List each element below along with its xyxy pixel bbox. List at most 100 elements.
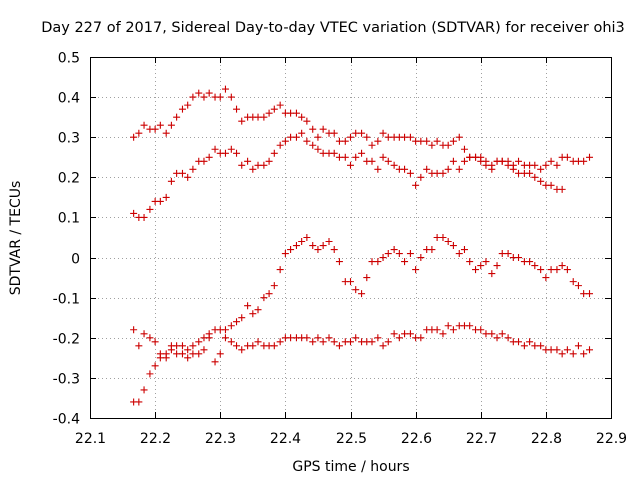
data-point <box>384 133 392 141</box>
x-tick-label: 22.3 <box>205 431 236 447</box>
data-point <box>558 350 566 358</box>
data-point <box>553 266 561 274</box>
data-point <box>563 153 571 161</box>
data-point <box>423 137 431 145</box>
data-point <box>335 342 343 350</box>
data-point <box>580 350 588 358</box>
data-point <box>298 238 306 246</box>
tick-labels: 22.1 22.2 22.3 22.4 22.5 22.6 22.7 22.8 22.9 0.5 0… <box>53 51 627 448</box>
data-point <box>586 346 594 354</box>
data-point <box>303 137 311 145</box>
data-point <box>254 338 262 346</box>
data-point <box>221 85 229 93</box>
data-point <box>466 153 474 161</box>
data-point <box>374 334 382 342</box>
data-point <box>221 334 229 342</box>
data-point <box>520 342 528 350</box>
data-point <box>270 342 278 350</box>
data-point <box>238 117 246 125</box>
data-point <box>455 250 463 258</box>
data-point <box>498 250 506 258</box>
data-point <box>211 358 219 366</box>
data-point <box>314 145 322 153</box>
data-point <box>319 125 327 133</box>
data-point <box>374 258 382 266</box>
y-tick-label: 0.5 <box>58 51 80 67</box>
data-point <box>553 346 561 354</box>
data-point <box>233 105 241 113</box>
data-point <box>504 161 512 169</box>
data-point <box>455 133 463 141</box>
y-tick-label: -0.2 <box>53 332 80 348</box>
data-point <box>184 173 192 181</box>
data-point <box>504 250 512 258</box>
data-point <box>276 141 284 149</box>
data-point <box>130 326 138 334</box>
data-point <box>406 169 414 177</box>
data-point <box>395 334 403 342</box>
data-point <box>319 149 327 157</box>
data-point <box>162 354 170 362</box>
data-point <box>482 330 490 338</box>
data-point <box>335 258 343 266</box>
chart-title: Day 227 of 2017, Sidereal Day-to-day VTE… <box>41 20 625 36</box>
data-point <box>173 350 181 358</box>
data-point <box>216 350 224 358</box>
data-point <box>417 334 425 342</box>
data-point <box>498 330 506 338</box>
data-point <box>270 282 278 290</box>
data-point <box>335 137 343 145</box>
data-point <box>488 165 496 173</box>
data-point <box>515 157 523 165</box>
data-point <box>341 153 349 161</box>
data-point <box>363 274 371 282</box>
x-tick-label: 22.1 <box>75 431 106 447</box>
data-point <box>233 318 241 326</box>
data-point <box>173 113 181 121</box>
data-point <box>558 185 566 193</box>
data-point <box>466 258 474 266</box>
data-point <box>569 350 577 358</box>
data-point <box>390 330 398 338</box>
data-point <box>547 266 555 274</box>
data-point <box>482 161 490 169</box>
data-point <box>547 181 555 189</box>
data-point <box>140 121 148 129</box>
data-point <box>249 342 257 350</box>
data-point <box>298 113 306 121</box>
data-point <box>227 93 235 101</box>
data-point <box>146 334 154 342</box>
data-point <box>460 145 468 153</box>
data-point <box>233 149 241 157</box>
data-point <box>444 238 452 246</box>
data-point <box>287 334 295 342</box>
data-point <box>287 109 295 117</box>
data-point <box>379 153 387 161</box>
data-point <box>281 250 289 258</box>
data-point <box>574 342 582 350</box>
data-point <box>401 330 409 338</box>
data-point <box>162 129 170 137</box>
data-point <box>151 125 159 133</box>
data-point <box>449 157 457 165</box>
data-point <box>347 338 354 346</box>
data-point <box>335 153 343 161</box>
y-tick-label: 0.3 <box>58 131 80 147</box>
data-point <box>515 169 523 177</box>
data-point <box>167 346 175 354</box>
data-point <box>428 141 436 149</box>
data-point <box>460 246 468 254</box>
data-point <box>498 157 506 165</box>
data-point <box>433 326 441 334</box>
data-point <box>347 133 354 141</box>
data-point <box>444 322 452 330</box>
data-point <box>488 270 496 278</box>
data-point <box>488 330 496 338</box>
data-point <box>412 266 420 274</box>
data-point <box>292 242 300 250</box>
data-point <box>455 165 463 173</box>
data-point <box>184 346 192 354</box>
data-point <box>140 330 148 338</box>
data-point <box>319 242 327 250</box>
data-point <box>200 157 208 165</box>
